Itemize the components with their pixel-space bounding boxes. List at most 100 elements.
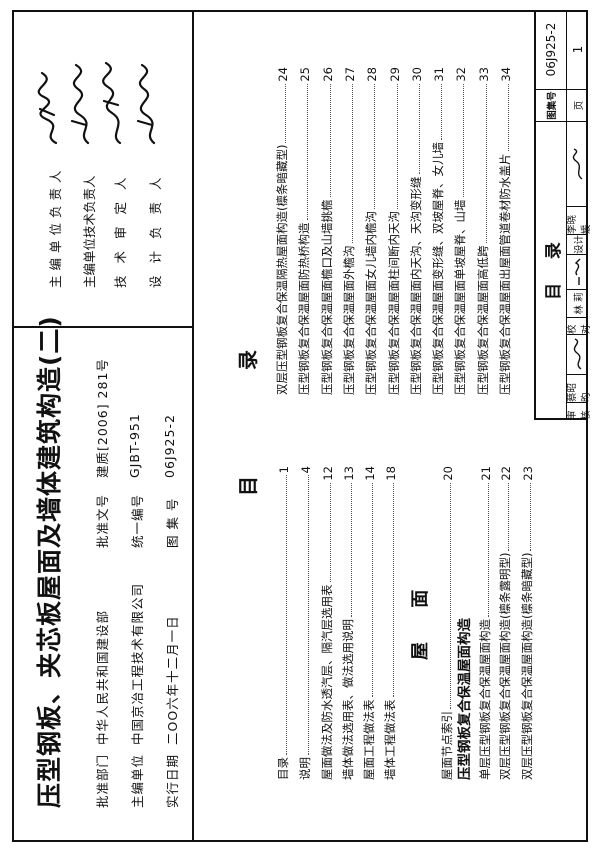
dot-leader [488,482,489,617]
toc-entry[interactable]: 双层压型钢板复合保温屋面构造(檩条暗藏型) 23 [519,466,535,780]
reviewer-name: 蔡昭昀 [567,375,592,403]
toc-entry-title: 说明 [298,757,312,780]
toc-entry-title: 双层压型钢板复合保温隔热屋面构造(檩条暗藏型) [275,144,289,395]
toc-entry-page: 20 [441,466,455,481]
title-block-divider [534,121,567,122]
reviewer-signature [567,335,588,375]
dot-leader [396,83,398,209]
dot-leader [285,83,286,143]
toc-entry-title: 压型钢板复合保温屋面单坡屋脊、山墙 [453,199,468,396]
toc-entry-page: 28 [365,67,380,82]
handwritten-signatures [37,61,156,145]
toc-entry-title: 双层压型钢板复合保温屋面构造(檩条暗藏型) [520,552,534,780]
toc-entry-title: 压型钢板复合保温屋面内天沟、天沟变形缝 [408,176,423,396]
toc-entry-title: 压型钢板复合保温屋面高低跨 [475,245,490,396]
toc-entry[interactable]: 压型钢板复合保温屋面内天沟、天沟变形缝 30 [408,67,424,395]
designer-signature [567,122,588,207]
checker-name: 林 莉 [567,290,588,318]
toc-entry-title: 压型钢板复合保温屋面变形缝、双坡屋脊、女儿墙 [431,142,446,395]
toc-entry-title: 双层压型钢板复合保温屋面构造(檩条露明型) [498,552,512,780]
toc-entry[interactable]: 单层压型钢板复合保温屋面构造 21 [477,466,493,780]
dot-leader [330,482,331,583]
toc-entry[interactable]: 双层压型钢板复合保温隔热屋面构造(檩条暗藏型) 24 [274,67,290,395]
approval-no-label: 批准文号 [95,493,110,548]
design-label: 设计 [567,235,588,255]
toc-entry-page: 14 [363,466,377,481]
approval-dept-label: 批准部门 [95,753,110,808]
toc-entry-page: 22 [499,466,513,481]
dot-leader [530,482,531,551]
toc-entry[interactable]: 压型钢板复合保温屋面外檐沟 27 [341,67,357,395]
toc-entry[interactable]: 压型钢板复合保温屋面高低跨 33 [475,67,491,395]
dot-leader [463,83,465,198]
dot-leader [372,482,373,698]
section-heading: 屋 面 [410,575,431,660]
effective-date-label: 实行日期 [165,753,180,808]
toc-entry[interactable]: 压型钢板复合保温屋面单坡屋脊、山墙 32 [452,67,468,395]
approval-no: 建质[2006] 281号 [95,358,110,478]
toc-entry-title: 墙体工程做法表 [383,699,397,781]
atlas-no-label: 图集号 [536,90,566,122]
atlas-no: 06J925-2 [162,414,177,478]
toc-entry[interactable]: 双层压型钢板复合保温屋面构造(檩条露明型) 22 [497,466,513,780]
designer-name: 李晓媛 [567,207,592,235]
toc-entry-page: 27 [342,67,357,82]
dot-leader [307,83,309,221]
role-label: 主编单位技术负责人 [82,175,97,288]
toc-entry[interactable]: 压型钢板复合保温屋面出屋面管道卷材防水盖片 34 [497,67,513,395]
role-label: 主编单位负责人 [48,165,63,288]
toc-heading-right: 录 [236,350,260,370]
toc-entry[interactable]: 压型钢板复合保温屋面变形缝、双坡屋脊、女儿墙 31 [430,67,446,395]
toc-entry-title: 压型钢板复合保温屋面出屋面管道卷材防水盖片 [498,153,512,396]
toc-entry[interactable]: 说明 4 [297,466,313,780]
dot-leader [450,482,451,709]
toc-entry-page: 13 [342,466,356,481]
toc-entry-title: 压型钢板复合保温屋面外檐沟 [341,245,356,396]
toc-entry[interactable]: 墙体工程做法表 18 [382,466,398,780]
toc-entry[interactable]: 屋面工程做法表 14 [361,466,377,780]
atlas-no-label: 图 集 号 [165,497,180,548]
dot-leader [351,83,353,244]
check-label: 校对 [567,318,592,335]
toc-entry-page: 4 [299,466,313,474]
toc-entry-page: 31 [432,67,447,82]
toc-entry-page: 18 [384,466,398,481]
effective-date: 二OO六年十二月一日 [165,615,180,745]
toc-entry-page: 34 [499,67,513,82]
toc-entry-title: 压型钢板复合保温屋面柱间断内天沟 [386,211,401,395]
toc-entry-page: 12 [321,466,335,481]
toc-entry[interactable]: 压型钢板复合保温屋面防热桥构造 25 [296,67,312,395]
toc-entry-page: 26 [320,67,335,82]
dot-leader [329,83,331,198]
toc-entry-page: 25 [298,67,313,82]
toc-entry[interactable]: 压型钢板复合保温屋面檐口及山墙挑檐 26 [319,67,335,395]
toc-entry-page: 32 [454,67,469,82]
unified-no: GJBT-951 [127,413,142,478]
editor-unit: 中国京冶工程技术有限公司 [130,582,145,745]
dot-leader [308,475,309,755]
dot-leader [351,482,352,617]
toc-entry-title: 屋面做法及防水透汽层、隔汽层选用表 [320,584,334,781]
toc-entry-page: 21 [479,466,493,481]
toc-entry-page: 1 [277,466,291,474]
dot-leader [508,83,509,152]
dot-leader [485,83,487,244]
toc-entry[interactable]: 压型钢板复合保温屋面构造 [457,466,473,780]
toc-entry-page: 33 [476,67,491,82]
toc-entry-title: 目录 [276,757,290,780]
role-label: 设计负责人 [148,165,163,288]
role-label: 技术审定人 [113,165,128,288]
toc-entry-title: 屋面工程做法表 [362,699,376,781]
toc-entry[interactable]: 压型钢板复合保温屋面柱间断内天沟 29 [386,67,402,395]
toc-entry[interactable]: 目录 1 [275,466,291,780]
toc-entry[interactable]: 墙体做法选用表、做法选用说明 13 [340,466,356,780]
toc-entry[interactable]: 屋面做法及防水透汽层、隔汽层选用表 12 [319,466,335,780]
editor-unit-label: 主编单位 [130,753,145,808]
toc-entry-page: 30 [409,67,424,82]
toc-entry-page: 23 [521,466,535,481]
toc-entry-title: 压型钢板复合保温屋面女儿墙内檐沟 [364,211,379,395]
dot-leader [508,482,509,551]
toc-entry[interactable]: 压型钢板复合保温屋面女儿墙内檐沟 28 [363,67,379,395]
toc-heading-left: 目 [236,476,260,496]
